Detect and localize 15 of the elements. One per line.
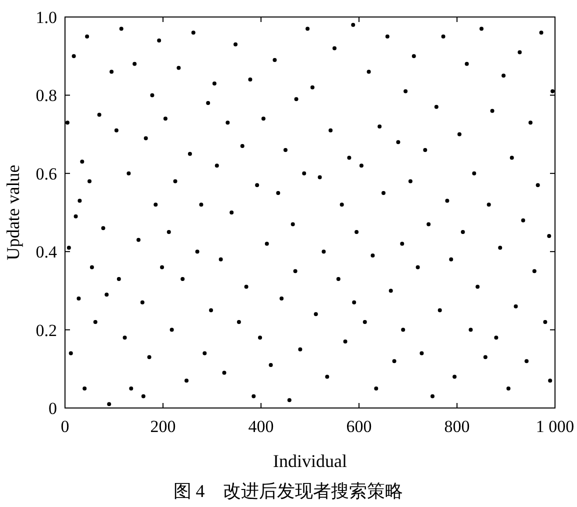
y-tick-label: 0.2: [36, 320, 57, 340]
y-tick-label: 0.8: [36, 86, 57, 106]
x-tick-label: 1 000: [536, 417, 574, 436]
x-tick-label: 200: [150, 417, 176, 436]
text: 图 4 改进后发现者搜索策略: [173, 481, 403, 501]
y-tick-label: 0.6: [36, 164, 57, 184]
y-tick-label: 0.4: [36, 242, 58, 262]
x-tick-label: 800: [444, 417, 470, 436]
y-tick-label: 1.0: [36, 8, 57, 27]
x-tick-label: 400: [248, 417, 274, 436]
x-tick-label: 600: [346, 417, 372, 436]
x-tick-label: 0: [60, 417, 70, 436]
x-axis-title: Individual: [273, 451, 347, 471]
y-axis-title: Update value: [3, 164, 23, 260]
y-tick-label: 0: [48, 399, 57, 418]
